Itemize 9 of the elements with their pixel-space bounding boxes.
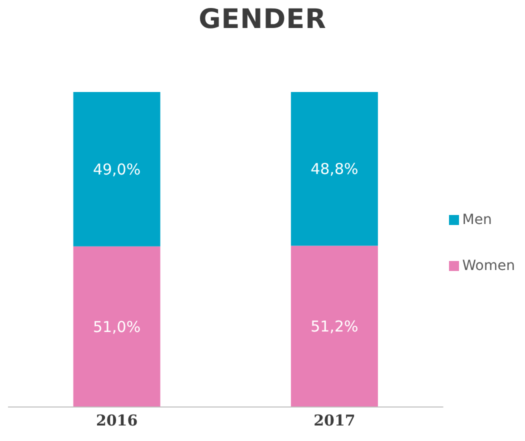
data-label: 51,2% bbox=[310, 318, 358, 336]
legend-label: Men bbox=[462, 212, 492, 228]
legend-label: Women bbox=[462, 258, 515, 274]
x-tick-label: 2017 bbox=[314, 412, 356, 430]
chart-title: GENDER bbox=[198, 4, 328, 37]
data-label: 49,0% bbox=[92, 160, 141, 178]
x-tick-label: 2016 bbox=[96, 412, 138, 430]
data-label: 48,8% bbox=[310, 160, 358, 178]
data-label: 51,0% bbox=[92, 318, 141, 336]
